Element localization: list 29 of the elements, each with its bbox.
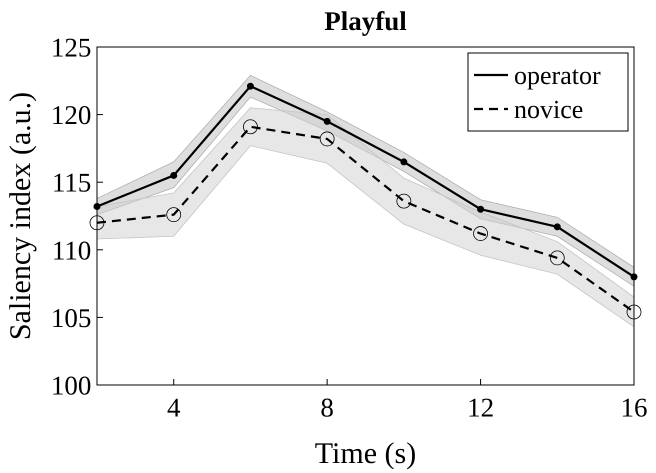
y-tick-label: 105 [50, 302, 92, 333]
x-tick-label: 4 [166, 392, 181, 422]
point [473, 226, 488, 241]
point [90, 215, 104, 230]
x-tick-label: 8 [320, 392, 334, 422]
x-tick-label: 16 [620, 392, 648, 422]
point [246, 82, 254, 90]
legend-label: novice [514, 95, 584, 124]
y-tick-label: 110 [52, 235, 92, 266]
point [626, 304, 642, 320]
y-tick-label: 125 [50, 32, 92, 62]
y-tick-label: 115 [52, 168, 92, 198]
y-tick-label: 100 [50, 370, 92, 400]
point [477, 206, 484, 213]
legend-label: operator [514, 61, 601, 90]
point [243, 119, 258, 134]
x-tick-label: 12 [467, 392, 494, 422]
point [324, 118, 331, 125]
point [550, 250, 565, 266]
y-axis-title: Saliency index (a.u.) [4, 92, 37, 340]
point [396, 194, 412, 209]
point [554, 223, 561, 230]
chart-title: Playful [324, 6, 408, 36]
x-axis-title: Time (s) [314, 437, 416, 470]
y-tick-label: 120 [50, 100, 92, 130]
point [170, 172, 178, 179]
point [166, 207, 182, 222]
point [400, 158, 408, 166]
point [320, 132, 335, 146]
